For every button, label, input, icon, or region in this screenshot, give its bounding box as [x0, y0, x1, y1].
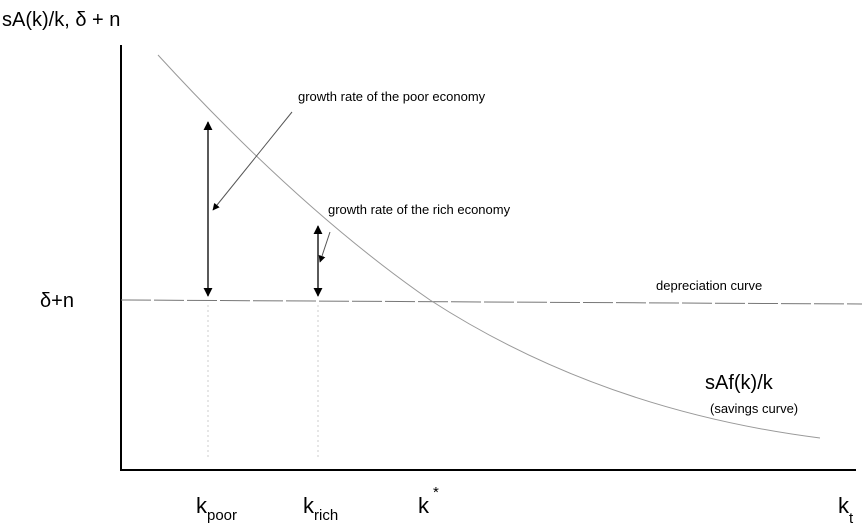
- x-label-main: k: [196, 493, 208, 518]
- x-label-sub: poor: [207, 507, 237, 524]
- x-label: kpoor: [196, 493, 237, 524]
- savings-curve: [157, 54, 821, 439]
- leader-line: [318, 231, 331, 263]
- x-label: kt: [838, 493, 854, 527]
- annotation: growth rate of the rich economy: [328, 202, 511, 217]
- x-label-sup: *: [433, 484, 439, 501]
- annotation: depreciation curve: [656, 278, 762, 293]
- depreciation-line: [120, 299, 863, 305]
- annotation: (savings curve): [710, 401, 798, 416]
- x-label-sub: rich: [314, 507, 338, 524]
- x-label: k*: [418, 484, 439, 518]
- x-label-main: k: [838, 493, 850, 518]
- curve-label: sAf(k)/k: [705, 372, 774, 394]
- depreciation-level-label: δ+n: [40, 290, 74, 312]
- leader-line: [212, 111, 293, 211]
- x-label: krich: [303, 493, 338, 524]
- x-label-main: k: [303, 493, 315, 518]
- x-label-main: k: [418, 493, 430, 518]
- x-label-sub: t: [849, 510, 854, 527]
- y-axis-label: sA(k)/k, δ + n: [2, 9, 120, 31]
- annotation: growth rate of the poor economy: [298, 89, 486, 104]
